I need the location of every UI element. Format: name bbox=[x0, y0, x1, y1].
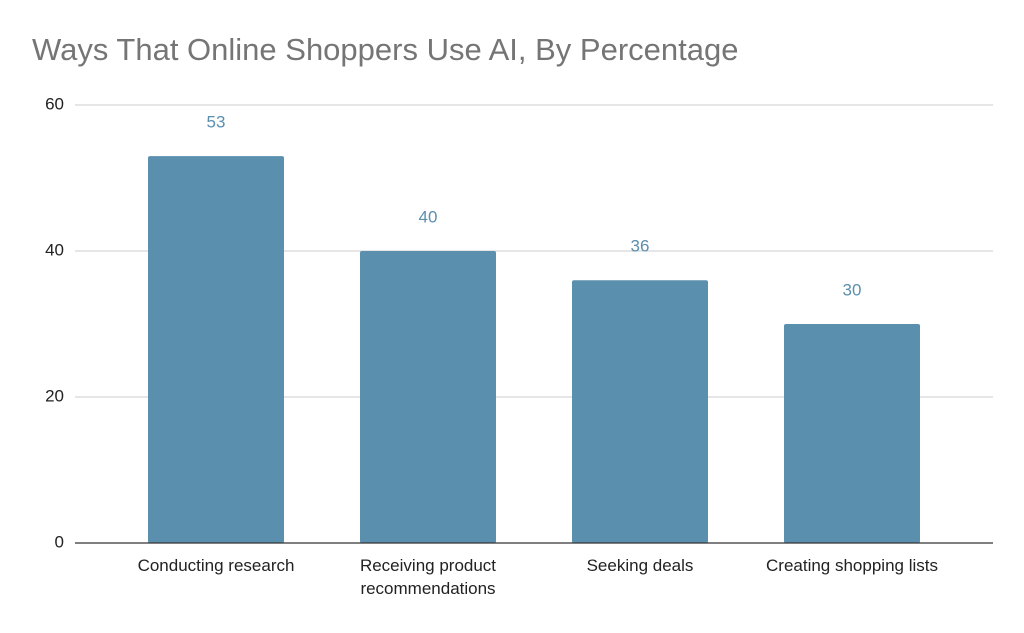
y-tick-label: 60 bbox=[45, 94, 64, 113]
value-label: 30 bbox=[843, 280, 862, 299]
value-label: 36 bbox=[631, 237, 650, 256]
chart-title: Ways That Online Shoppers Use AI, By Per… bbox=[32, 32, 738, 67]
x-tick-label: Creating shopping lists bbox=[766, 556, 938, 575]
bar bbox=[148, 156, 284, 543]
x-tick-label: Conducting research bbox=[137, 556, 295, 575]
bar bbox=[572, 280, 708, 543]
y-tick-label: 0 bbox=[55, 532, 64, 551]
x-tick-label: Receiving product recommendations bbox=[359, 556, 497, 598]
y-tick-label: 40 bbox=[45, 240, 64, 259]
value-label: 40 bbox=[419, 207, 438, 226]
value-label: 53 bbox=[207, 113, 226, 132]
y-tick-label: 20 bbox=[45, 386, 64, 405]
x-tick-label: Seeking deals bbox=[586, 556, 694, 575]
bar bbox=[360, 251, 496, 543]
bar bbox=[784, 324, 920, 543]
